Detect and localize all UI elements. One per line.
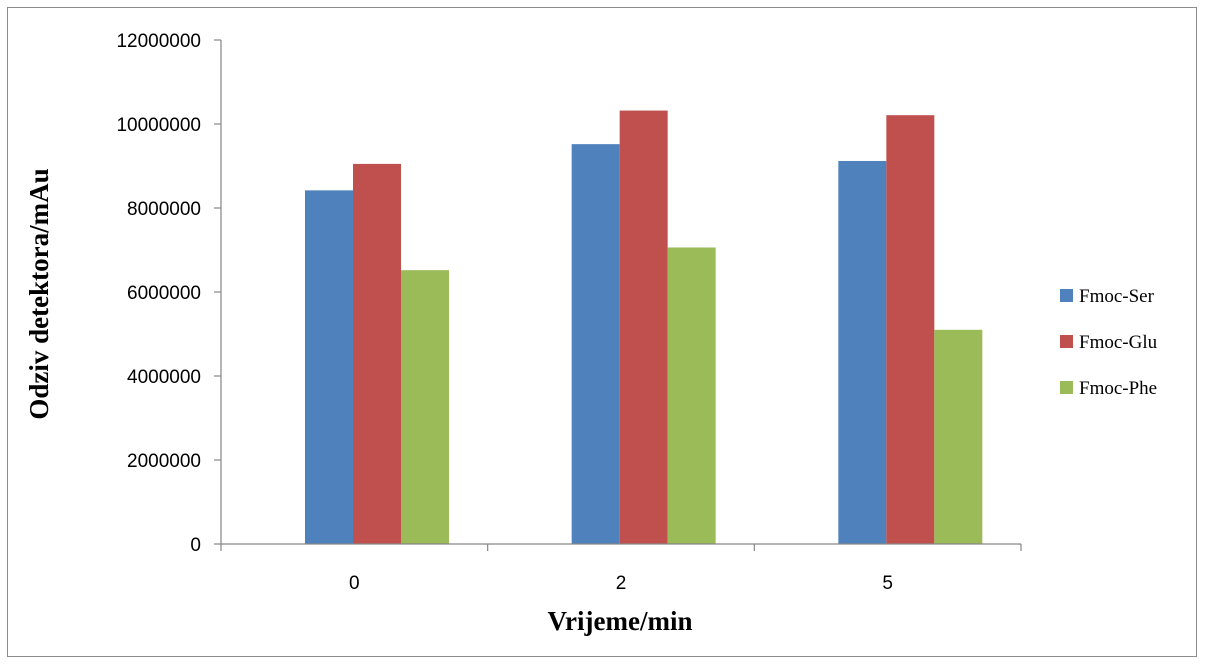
legend-swatch — [1060, 289, 1073, 302]
x-tick-label: 5 — [882, 573, 893, 594]
bar-fmoc-phe-2 — [667, 247, 716, 545]
y-axis-title: Odziv detektora/mAu — [24, 168, 54, 419]
bar-fmoc-glu-5 — [886, 115, 935, 545]
bar-fmoc-phe-5 — [934, 329, 983, 544]
x-tick-label: 2 — [616, 573, 627, 594]
y-tick-label: 10000000 — [116, 115, 201, 136]
legend: Fmoc-Ser Fmoc-Glu Fmoc-Phe — [1060, 286, 1158, 399]
bars-layer — [305, 110, 983, 545]
y-tick-label: 2000000 — [127, 451, 201, 472]
y-tick-label: 6000000 — [127, 283, 201, 304]
legend-swatch — [1060, 335, 1073, 348]
x-axis-title: Vrijeme/min — [548, 606, 693, 636]
bar-fmoc-glu-0 — [353, 163, 401, 544]
x-tick-label: 0 — [349, 573, 360, 594]
bar-fmoc-glu-2 — [619, 110, 668, 544]
legend-swatch — [1060, 381, 1073, 394]
bar-fmoc-ser-5 — [838, 160, 887, 544]
y-tick-label: 0 — [190, 535, 201, 556]
bar-fmoc-ser-0 — [305, 190, 353, 545]
ticks-layer: 0 2000000 4000000 6000000 8000000 10000000 120… — [116, 31, 1022, 594]
legend-label: Fmoc-Phe — [1079, 378, 1157, 399]
legend-label: Fmoc-Ser — [1079, 286, 1155, 307]
y-tick-label: 8000000 — [127, 199, 201, 220]
y-tick-label: 4000000 — [127, 367, 201, 388]
legend-label: Fmoc-Glu — [1079, 332, 1158, 353]
y-tick-label: 12000000 — [116, 31, 201, 52]
bar-fmoc-phe-0 — [401, 270, 449, 544]
bar-fmoc-ser-2 — [571, 144, 620, 544]
